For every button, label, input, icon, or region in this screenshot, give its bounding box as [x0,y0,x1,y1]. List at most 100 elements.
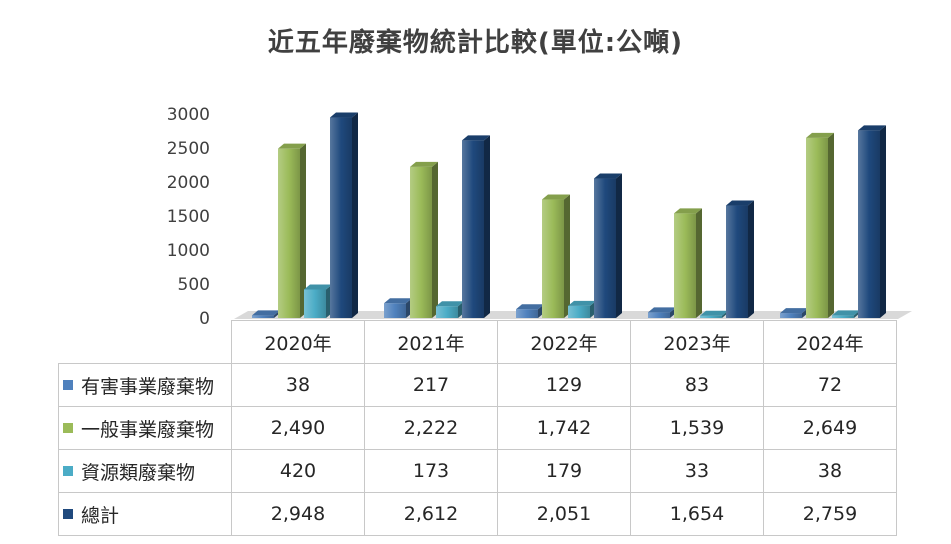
data-label: 38 [231,363,365,407]
y-tick-label: 1000 [167,241,210,261]
bar-top [594,173,622,179]
bar-top [278,143,306,149]
bar [304,284,332,318]
bar-top [858,125,886,131]
legend-label: 一般事業廢棄物 [81,418,215,441]
bar-side [300,143,306,318]
table-row: 資源類廢棄物 420 173 179 33 38 [58,449,897,493]
legend-entry: 一般事業廢棄物 [58,406,232,450]
legend-label: 資源類廢棄物 [81,461,196,484]
data-label: 2,759 [763,492,897,536]
bars-group [252,112,886,318]
legend-entry: 有害事業廢棄物 [58,363,232,407]
bar-side [352,112,358,318]
legend-color-key [63,509,73,519]
data-label: 179 [497,449,631,493]
y-tick-label: 0 [199,309,210,329]
bar-front [252,315,274,318]
y-tick-label: 1500 [167,207,210,227]
bar-top [436,301,464,307]
bar-top [648,307,676,313]
data-label: 33 [630,449,764,493]
bar [436,301,464,318]
bar-top [330,112,358,118]
legend-entry: 總計 [58,492,232,536]
bar-front [568,305,590,318]
bar-side [564,194,570,318]
bar [594,173,622,318]
legend-label: 總計 [81,504,120,527]
data-label: 2,649 [763,406,897,450]
bar-top [780,308,808,314]
bar-front [726,205,748,318]
data-label: 2,051 [497,492,631,536]
table-header-row: 2020年 2021年 2022年 2023年 2024年 [58,320,897,364]
data-label: 129 [497,363,631,407]
legend-color-key [63,466,73,476]
bar-side [748,200,754,318]
bar [384,298,412,318]
bar-front [858,130,880,318]
x-tick-label: 2024年 [763,320,897,364]
data-table: 2020年 2021年 2022年 2023年 2024年 有害事業廢棄物 38 217 12… [58,320,897,536]
bar-top [542,194,570,200]
y-tick-label: 3000 [167,105,210,125]
bar [858,125,886,318]
data-label: 1,539 [630,406,764,450]
bar-front [410,166,432,318]
bar-front [780,313,802,318]
bar-front [674,213,696,318]
table-row: 一般事業廢棄物 2,490 2,222 1,742 1,539 2,649 [58,406,897,450]
bar-front [832,315,854,318]
data-label: 420 [231,449,365,493]
y-axis: 0 500 1000 1500 2000 2500 3000 [167,105,210,329]
bar-front [806,137,828,318]
bar-front [542,199,564,318]
table-row: 總計 2,948 2,612 2,051 1,654 2,759 [58,492,897,536]
x-tick-label: 2021年 [364,320,498,364]
bar-front [648,312,670,318]
legend-color-key [63,423,73,433]
chart-title: 近五年廢棄物統計比較(單位:公噸) [267,28,684,58]
bar-side [880,125,886,318]
x-tick-label: 2023年 [630,320,764,364]
bar [648,307,676,318]
x-tick-label: 2022年 [497,320,631,364]
bar-front [304,289,326,318]
bar-front [384,303,406,318]
bar [674,208,702,318]
x-tick-label: 2020年 [231,320,365,364]
bar-top [252,310,280,316]
legend-label: 有害事業廢棄物 [81,375,215,398]
data-label: 2,612 [364,492,498,536]
bar-top [304,284,332,290]
legend-entry: 資源類廢棄物 [58,449,232,493]
data-label: 2,222 [364,406,498,450]
bar-side [828,132,834,318]
data-label: 38 [763,449,897,493]
legend-color-key [63,380,73,390]
bar-front [330,117,352,318]
bar-top [726,200,754,206]
bar [542,194,570,318]
bar-top [462,135,490,141]
bar [568,300,596,318]
bar-top [806,132,834,138]
y-tick-label: 500 [178,275,210,295]
bar [726,200,754,318]
bar-top [674,208,702,214]
bar-front [278,148,300,318]
data-label: 173 [364,449,498,493]
bar-side [484,135,490,318]
data-label: 217 [364,363,498,407]
bar-front [462,140,484,318]
bar-top [410,161,438,167]
bar [516,304,544,318]
y-tick-label: 2000 [167,173,210,193]
bar-front [516,309,538,318]
bar-side [696,208,702,318]
bar [410,161,438,318]
data-label: 72 [763,363,897,407]
table-row: 有害事業廢棄物 38 217 129 83 72 [58,363,897,407]
